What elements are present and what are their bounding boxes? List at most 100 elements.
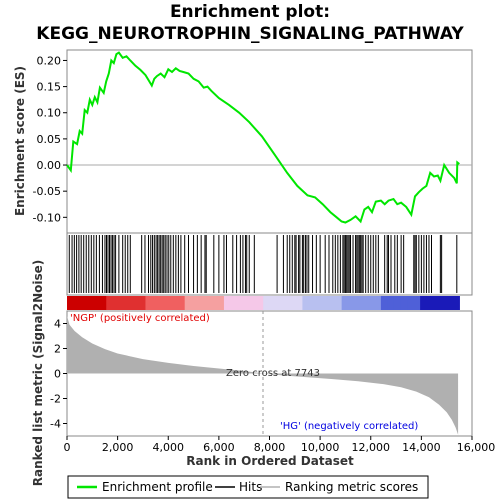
es-tick-label: 0.00 <box>37 159 62 172</box>
heatmap-cell <box>354 296 362 310</box>
heatmap-cell <box>152 296 160 310</box>
metric-tick-label: 0 <box>54 368 61 381</box>
heatmap-cell <box>452 296 460 310</box>
x-tick-label: 16,000 <box>457 441 496 454</box>
es-tick-label: 0.20 <box>37 54 62 67</box>
heatmap-cell <box>112 296 120 310</box>
heatmap-cell <box>263 296 271 310</box>
heatmap-cell <box>191 296 199 310</box>
legend: Enrichment profile Hits Ranking metric s… <box>67 475 429 499</box>
heatmap-cell <box>361 296 369 310</box>
heatmap-cell <box>380 296 389 310</box>
heatmap-cell <box>328 296 336 310</box>
heatmap-cell <box>250 296 258 310</box>
heatmap-cell <box>322 296 330 310</box>
heatmap-cell <box>393 296 402 310</box>
chart-title-line2: KEGG_NEUROTROPHIN_SIGNALING_PATHWAY <box>36 24 464 44</box>
heatmap-cell <box>223 296 232 310</box>
heatmap-cell <box>400 296 408 310</box>
heatmap-cell <box>165 296 173 310</box>
heatmap-cell <box>210 296 218 310</box>
heatmap-cell <box>158 296 166 310</box>
x-tick-label: 10,000 <box>301 441 340 454</box>
metric-axis: 4 2 0 -2 -4 <box>50 318 67 431</box>
enrichment-profile-line <box>66 51 460 224</box>
heatmap-cell <box>184 296 192 310</box>
es-axis-title: Enrichment score (ES) <box>13 66 27 216</box>
es-axis: 0.20 0.15 0.10 0.05 0.00 -0.05 -0.10 <box>33 54 67 224</box>
es-tick-label: 0.15 <box>37 81 62 94</box>
heatmap-cell <box>374 296 382 310</box>
heatmap-cell <box>276 296 284 310</box>
heatmap-cell <box>237 296 245 310</box>
heatmap-cell <box>197 296 205 310</box>
chart-title-line1: Enrichment plot: <box>170 2 330 22</box>
heatmap-cell <box>119 296 127 310</box>
heatmap-cell <box>413 296 421 310</box>
x-tick-label: 12,000 <box>352 441 391 454</box>
es-tick-label: 0.05 <box>37 133 62 146</box>
metric-panel: 4 2 0 -2 -4 'NGP' (positively correlated) Ze… <box>50 310 473 437</box>
es-tick-label: 0.10 <box>37 107 62 120</box>
ranked-heatmap-bar <box>67 296 460 310</box>
heatmap-cell <box>420 296 428 310</box>
heatmap-cell <box>387 296 395 310</box>
heatmap-cell <box>289 296 297 310</box>
x-tick-label: 2,000 <box>102 441 134 454</box>
heatmap-cell <box>407 296 415 310</box>
positive-correlation-label: 'NGP' (positively correlated) <box>70 313 210 324</box>
x-tick-label: 14,000 <box>402 441 441 454</box>
metric-tick-label: 4 <box>54 318 61 331</box>
heatmap-cell <box>80 296 88 310</box>
es-panel-frame <box>66 49 473 234</box>
heatmap-cell <box>302 296 310 310</box>
x-axis: 0 2,000 4,000 6,000 8,000 10,000 12,000 14,000 1… <box>64 436 496 454</box>
heatmap-cell <box>282 296 290 310</box>
metric-axis-title: Ranked list metric (Signal2Noise) <box>31 260 45 487</box>
metric-tick-label: -4 <box>50 418 61 431</box>
ranking-metric-area <box>67 316 459 435</box>
x-tick-label: 0 <box>64 441 71 454</box>
heatmap-cell <box>341 296 349 310</box>
metric-tick-label: -2 <box>50 393 61 406</box>
legend-ranking-metric: Ranking metric scores <box>285 480 418 494</box>
heatmap-cell <box>315 296 323 310</box>
heatmap-cell <box>269 296 277 310</box>
heatmap-cell <box>132 296 140 310</box>
x-tick-label: 4,000 <box>153 441 185 454</box>
metric-tick-label: 2 <box>54 343 61 356</box>
heatmap-cell <box>335 296 343 310</box>
legend-hits: Hits <box>239 480 262 494</box>
x-tick-label: 8,000 <box>254 441 286 454</box>
heatmap-cell <box>86 296 94 310</box>
heatmap-cell <box>230 296 238 310</box>
x-axis-title: Rank in Ordered Dataset <box>186 454 354 468</box>
heatmap-cell <box>178 296 186 310</box>
x-tick-label: 6,000 <box>203 441 235 454</box>
heatmap-cell <box>367 296 375 310</box>
heatmap-cell <box>439 296 447 310</box>
heatmap-cell <box>204 296 212 310</box>
heatmap-cell <box>93 296 101 310</box>
heatmap-cell <box>73 296 81 310</box>
heatmap-cell <box>106 296 114 310</box>
heatmap-cell <box>433 296 441 310</box>
heatmap-cell <box>426 296 434 310</box>
es-tick-label: -0.10 <box>33 211 61 224</box>
heatmap-cell <box>243 296 251 310</box>
heatmap-cell <box>256 296 264 310</box>
heatmap-cell <box>217 296 225 310</box>
legend-frame <box>67 475 429 499</box>
heatmap-cell <box>295 296 304 310</box>
zero-cross-label: Zero cross at 7743 <box>226 368 320 379</box>
hits-panel-frame <box>66 232 473 296</box>
heatmap-cell <box>171 296 179 310</box>
heatmap-cell <box>446 296 454 310</box>
heatmap-cell <box>99 296 107 310</box>
heatmap-cell <box>67 296 75 310</box>
heatmap-cell <box>308 296 317 310</box>
legend-enrichment-profile: Enrichment profile <box>102 480 213 494</box>
es-tick-label: -0.05 <box>33 185 61 198</box>
negative-correlation-label: 'HG' (negatively correlated) <box>280 421 418 432</box>
